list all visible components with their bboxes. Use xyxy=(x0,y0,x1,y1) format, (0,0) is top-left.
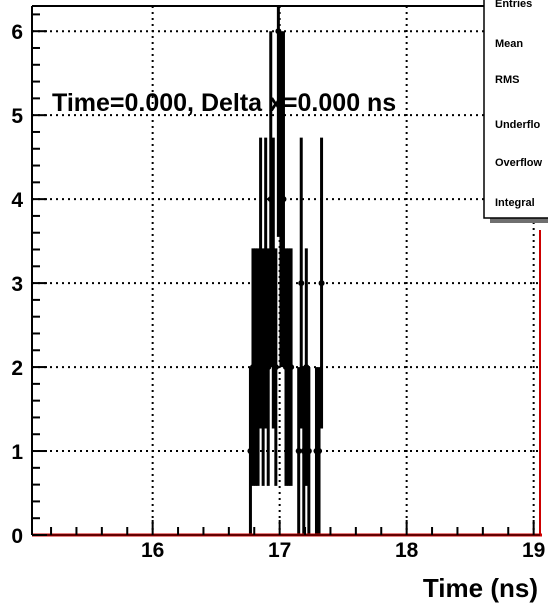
stats-label-2: RMS xyxy=(495,74,519,86)
y-tick-label-5: 5 xyxy=(11,105,23,128)
data-point-21 xyxy=(305,448,312,455)
y-tick-label-1: 1 xyxy=(11,441,23,464)
plot-frame xyxy=(31,5,540,536)
tick-labels: 0 1 2 3 4 5 6 16 17 18 19 xyxy=(11,21,545,562)
axis-ticks xyxy=(32,13,535,536)
stats-label-3: Underflo xyxy=(495,119,541,131)
x-tick-label-17: 17 xyxy=(268,539,291,562)
y-tick-label-6: 6 xyxy=(11,21,23,44)
stats-label-5: Integral xyxy=(495,197,535,209)
x-tick-label-19: 19 xyxy=(522,539,545,562)
stats-label-1: Mean xyxy=(495,38,523,50)
y-tick-label-2: 2 xyxy=(11,357,23,380)
data-point-23 xyxy=(316,448,323,455)
x-tick-label-16: 16 xyxy=(141,539,164,562)
stats-box: Entries Mean RMS Underflo Overflow Integral xyxy=(483,0,548,223)
y-tick-label-0: 0 xyxy=(11,525,23,548)
data-points xyxy=(247,6,325,535)
x-axis-title: Time (ns) xyxy=(423,573,538,603)
data-point-16 xyxy=(288,364,295,371)
data-point-17 xyxy=(295,448,302,455)
data-point-18 xyxy=(298,280,305,287)
x-tick-label-18: 18 xyxy=(395,539,419,562)
y-tick-label-3: 3 xyxy=(11,273,23,296)
stats-box-panel xyxy=(483,0,548,219)
annotation-text: Time=0.000, Delta x=0.000 ns xyxy=(52,89,396,117)
y-tick-label-4: 4 xyxy=(11,189,23,212)
stats-label-0: Entries xyxy=(495,0,532,10)
data-point-24 xyxy=(318,280,325,287)
data-point-13 xyxy=(280,196,287,203)
data-point-10 xyxy=(272,364,279,371)
stats-label-4: Overflow xyxy=(495,157,543,169)
